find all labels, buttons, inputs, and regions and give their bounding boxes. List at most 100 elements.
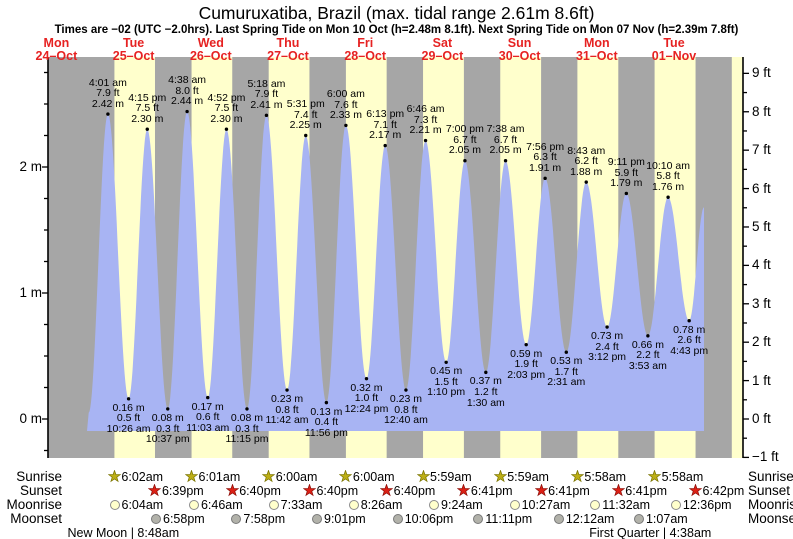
- high-tide-annotation: 5:31 pm 7.4 ft 2.25 m: [286, 98, 325, 132]
- tide-extreme-dot: [564, 350, 568, 354]
- tide-extreme-dot: [503, 159, 508, 163]
- right-axis-label: 0 ft: [752, 411, 771, 426]
- tide-extreme-dot: [224, 127, 229, 131]
- tide-extreme-dot: [166, 407, 170, 411]
- right-axis-label: 1 ft: [752, 372, 771, 388]
- sunrise-star-icon: [416, 469, 430, 488]
- tide-extreme-dot: [264, 113, 269, 118]
- sunrise-star-icon: [184, 469, 199, 488]
- moonrise-time: 12:36pm: [682, 498, 732, 512]
- moonset-icon: [633, 514, 644, 524]
- moonset-time: 7:58pm: [243, 512, 286, 526]
- moonrise-icon: [348, 500, 359, 510]
- right-axis-label: 4 ft: [752, 257, 771, 273]
- right-axis-label: 2 ft: [752, 334, 771, 350]
- tide-extreme-dot: [404, 388, 408, 392]
- sunrise-time: 6:02am: [121, 470, 164, 484]
- high-tide-annotation: 6:46 am 7.3 ft 2.21 m: [406, 103, 445, 137]
- right-axis-label: −1 ft: [752, 449, 779, 465]
- high-tide-annotation: 9:11 pm 5.9 ft 1.79 m: [607, 155, 645, 190]
- low-tide-annotation: 0.59 m 1.9 ft 2:03 pm: [507, 347, 546, 381]
- sunset-time: 6:40pm: [239, 484, 281, 498]
- left-axis-label: 0 m: [19, 411, 42, 426]
- moonrise-time: 6:46am: [200, 498, 243, 512]
- tide-extreme-dot: [605, 325, 609, 329]
- low-tide-annotation: 0.23 m 0.8 ft 11:42 am: [265, 393, 309, 427]
- tide-extreme-dot: [463, 159, 467, 163]
- sunrise-time: 5:59am: [430, 470, 472, 484]
- day-label: Thu 27–Oct: [267, 36, 309, 63]
- row-label-sunset-left: Sunset: [19, 483, 62, 498]
- high-tide-annotation: 6:00 am 7.6 ft 2.33 m: [326, 87, 365, 122]
- row-label-sunset-right: Sunset: [748, 483, 791, 498]
- sunset-star-icon: [302, 483, 317, 502]
- moonset-time: 11:11pm: [485, 512, 533, 526]
- right-axis-label: 9 ft: [752, 65, 771, 81]
- moonset-icon: [312, 514, 322, 524]
- tide-extreme-dot: [687, 319, 691, 323]
- sunrise-time: 5:59am: [507, 470, 549, 484]
- day-label: Mon 24–Oct: [35, 36, 78, 63]
- high-tide-annotation: 5:18 am 7.9 ft 2.41 m: [247, 77, 286, 112]
- moonset-time: 12:12am: [565, 512, 615, 526]
- low-tide-annotation: 0.73 m 2.4 ft 3:12 pm: [588, 330, 627, 364]
- sunrise-star-icon: [107, 469, 122, 488]
- moonrise-icon: [268, 500, 279, 510]
- moonset-icon: [553, 514, 564, 524]
- day-label: Tue 01–Nov: [651, 36, 697, 63]
- sunset-time: 6:41pm: [625, 484, 667, 498]
- day-label: Sat 29–Oct: [421, 36, 464, 63]
- sunrise-time: 6:00am: [275, 470, 318, 484]
- tide-extreme-dot: [106, 112, 110, 116]
- tide-extreme-dot: [584, 180, 588, 184]
- sunset-time: 6:40pm: [316, 484, 359, 498]
- moonset-time: 1:07am: [645, 512, 688, 526]
- row-label-sunrise-right: Sunrise: [748, 469, 793, 484]
- sunset-time: 6:40pm: [393, 484, 436, 498]
- tide-extreme-dot: [624, 191, 629, 196]
- tide-extreme-dot: [543, 176, 547, 181]
- right-axis-label: 3 ft: [752, 295, 771, 311]
- high-tide-annotation: 7:00 pm 6.7 ft 2.05 m: [445, 123, 484, 157]
- tide-extreme-dot: [324, 400, 329, 405]
- sunset-time: 6:41pm: [470, 484, 513, 498]
- row-label-moonset-left: Moonset: [10, 511, 62, 526]
- tide-extreme-dot: [444, 360, 448, 364]
- day-label: Tue 25–Oct: [112, 36, 155, 63]
- tide-area: [87, 111, 704, 431]
- sunset-star-icon: [611, 483, 626, 502]
- sunrise-time: 5:58am: [661, 470, 704, 484]
- sunset-star-icon: [148, 483, 162, 502]
- sunrise-time: 6:01am: [198, 470, 241, 484]
- high-tide-annotation: 4:52 pm 7.5 ft 2.30 m: [207, 91, 246, 125]
- moonset-time: 10:06pm: [404, 512, 454, 526]
- high-tide-annotation: 8:43 am 6.2 ft 1.88 m: [567, 144, 606, 178]
- daylight-band: [731, 57, 743, 458]
- moonrise-icon: [509, 500, 520, 510]
- high-tide-annotation: 6:13 pm 7.1 ft 2.17 m: [366, 108, 405, 142]
- low-tide-annotation: 0.66 m 2.2 ft 3:53 am: [628, 338, 667, 373]
- sunset-time: 6:42pm: [702, 484, 745, 498]
- low-tide-annotation: 0.78 m 2.6 ft 4:43 pm: [670, 323, 709, 357]
- left-axis-label: 1 m: [19, 285, 42, 300]
- day-label: Wed 26–Oct: [189, 36, 232, 63]
- tide-extreme-dot: [185, 109, 189, 114]
- moonrise-time: 10:27am: [521, 498, 571, 512]
- tide-extreme-dot: [344, 123, 348, 128]
- sunset-star-icon: [379, 483, 394, 502]
- day-label: Mon 31–Oct: [575, 36, 618, 63]
- moonset-icon: [231, 514, 242, 524]
- low-tide-annotation: 0.08 m 0.3 ft 10:37 pm: [145, 411, 190, 446]
- moon-phase-label: First Quarter | 4:38am: [589, 526, 712, 539]
- tide-extreme-dot: [666, 195, 670, 199]
- tide-extreme-dot: [364, 376, 369, 381]
- high-tide-annotation: 4:38 am 8.0 ft 2.44 m: [168, 74, 207, 108]
- left-axis-label: 2 m: [19, 159, 42, 174]
- low-tide-annotation: 0.16 m 0.5 ft 10:26 am: [106, 401, 151, 436]
- high-tide-annotation: 10:10 am 5.8 ft 1.76 m: [646, 159, 690, 193]
- right-axis-label: 8 ft: [752, 103, 771, 119]
- moonset-time: 9:01pm: [324, 512, 366, 526]
